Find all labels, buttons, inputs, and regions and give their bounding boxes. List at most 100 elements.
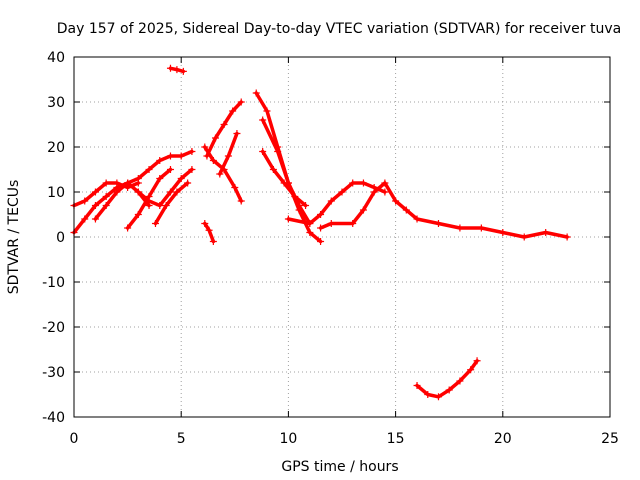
data-point	[102, 193, 110, 200]
x-tick-label: 25	[601, 431, 619, 447]
data-point	[317, 238, 325, 245]
data-point	[209, 238, 217, 245]
data-point	[156, 157, 164, 164]
series-arc-2	[72, 181, 130, 235]
data-point	[317, 224, 325, 232]
data-point	[177, 152, 185, 160]
data-point	[237, 98, 245, 106]
data-point	[302, 202, 310, 209]
series-arc-17	[318, 181, 569, 239]
data-point	[456, 224, 464, 232]
data-point	[370, 188, 378, 196]
data-point	[81, 215, 89, 223]
data-point	[212, 134, 220, 142]
data-point	[284, 215, 292, 223]
y-tick-label: 40	[47, 50, 65, 66]
x-tick-label: 0	[70, 431, 79, 447]
data-point	[220, 121, 228, 128]
data-point	[177, 175, 185, 182]
y-axis-label: SDTVAR / TECUs	[6, 180, 22, 295]
data-point	[477, 224, 485, 232]
data-point	[327, 220, 335, 227]
data-point	[205, 226, 213, 234]
data-point	[306, 220, 314, 227]
y-tick-label: -30	[42, 365, 65, 381]
x-tick-label: 5	[177, 431, 186, 447]
data-point	[542, 229, 550, 236]
data-point	[124, 224, 132, 232]
data-point	[359, 179, 367, 187]
data-point	[413, 382, 421, 389]
data-point	[317, 211, 325, 218]
data-point	[284, 179, 292, 187]
data-point	[233, 130, 241, 137]
data-point	[229, 107, 237, 115]
y-tick-label: 20	[47, 140, 65, 156]
data-point	[349, 220, 357, 227]
data-point	[166, 166, 174, 173]
y-tick-label: 10	[47, 185, 65, 201]
data-point	[563, 233, 571, 241]
data-point	[91, 215, 99, 223]
chart-title: Day 157 of 2025, Sidereal Day-to-day VTE…	[57, 21, 621, 37]
data-point	[392, 197, 400, 205]
series-arc-15	[260, 118, 323, 244]
data-point	[434, 220, 442, 227]
y-tick-label: -40	[42, 410, 65, 426]
data-point	[134, 188, 142, 196]
data-point	[166, 188, 174, 196]
data-point	[91, 202, 99, 209]
data-point	[499, 229, 507, 236]
data-point	[252, 89, 260, 97]
data-point	[295, 206, 303, 214]
data-point	[269, 166, 277, 173]
data-point	[91, 188, 99, 196]
data-point	[231, 184, 239, 191]
data-point	[456, 377, 464, 385]
data-point	[467, 366, 475, 374]
y-tick-label: 30	[47, 95, 65, 111]
data-point	[179, 67, 187, 75]
data-point	[113, 188, 121, 196]
data-point	[151, 220, 159, 227]
data-point	[162, 202, 170, 209]
data-point	[306, 229, 314, 236]
data-point	[201, 143, 209, 151]
y-tick-label: -10	[42, 275, 65, 291]
data-point	[156, 202, 164, 209]
data-point	[381, 179, 389, 187]
data-point	[520, 233, 528, 241]
data-point	[173, 188, 181, 196]
data-point	[102, 202, 110, 209]
data-point	[359, 206, 367, 214]
y-tick-label: 0	[56, 230, 65, 246]
series-arc-6	[136, 167, 194, 208]
x-tick-label: 20	[494, 431, 512, 447]
data-point	[184, 179, 192, 187]
data-point	[134, 175, 142, 182]
data-point	[188, 166, 196, 173]
x-axis-label: GPS time / hours	[281, 459, 398, 475]
data-point	[413, 215, 421, 223]
data-point	[402, 206, 410, 214]
data-point	[424, 391, 432, 398]
data-point	[259, 116, 267, 124]
data-point	[338, 188, 346, 196]
data-point	[81, 197, 89, 205]
series-arc-7	[153, 181, 190, 226]
data-point	[349, 179, 357, 187]
data-point	[166, 64, 174, 72]
data-point	[134, 211, 142, 218]
data-point	[102, 179, 110, 187]
tick-labels: 0 5 10 15 20 25 -40 -30 -20 -10 0 10 20 30 40	[42, 50, 619, 447]
data-point	[224, 152, 232, 160]
data-point	[156, 175, 164, 182]
data-point	[173, 66, 181, 74]
data-point	[145, 166, 153, 173]
data-point	[201, 220, 209, 227]
data-point	[263, 107, 271, 115]
data-point	[381, 188, 389, 196]
data-point	[188, 148, 196, 155]
data-point	[445, 386, 453, 394]
